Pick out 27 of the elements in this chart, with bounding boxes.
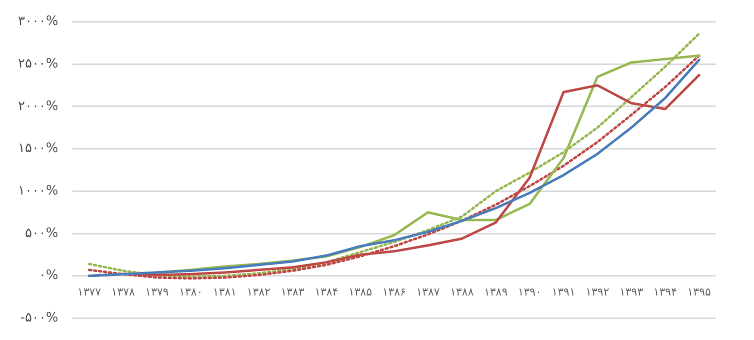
y-tick-label: ۲۵۰۰% [18,56,58,72]
x-tick-label: ۱۳۸۰ [179,285,203,298]
x-tick-label: ۱۳۸۹ [484,285,508,298]
x-tick-label: ۱۳۹۴ [653,285,678,298]
y-tick-label: ۳۰۰۰% [18,14,58,30]
x-tick-label: ۱۳۸۵ [348,285,372,298]
x-tick-label: ۱۳۹۱ [552,285,576,298]
y-tick-label: ۲۰۰۰% [18,98,58,114]
x-tick-label: ۱۳۷۹ [145,285,169,298]
x-tick-label: ۱۳۷۷ [77,285,102,298]
y-tick-label: -۵۰۰% [20,310,58,326]
x-tick-label: ۱۳۸۱ [212,285,237,298]
x-tick-label: ۱۳۷۸ [111,285,136,298]
y-tick-label: ۱۰۰۰% [18,184,58,199]
x-tick-label: ۱۳۸۳ [280,285,304,298]
y-tick-label: ۱۵۰۰% [18,141,58,156]
x-tick-label: ۱۳۸۲ [246,285,271,298]
x-tick-label: ۱۳۸۴ [314,285,338,298]
y-tick-label: ۵۰۰% [24,226,58,241]
x-tick-label: ۱۳۸۶ [382,285,406,298]
y-tick-label: ۰% [38,268,58,284]
x-tick-label: ۱۳۹۲ [586,285,610,298]
x-tick-label: ۱۳۹۳ [619,285,644,298]
x-tick-label: ۱۳۸۷ [416,285,440,298]
x-tick-label: ۱۳۹۰ [518,285,542,298]
x-tick-label: ۱۳۸۸ [450,285,474,298]
x-tick-label: ۱۳۹۵ [687,285,711,298]
